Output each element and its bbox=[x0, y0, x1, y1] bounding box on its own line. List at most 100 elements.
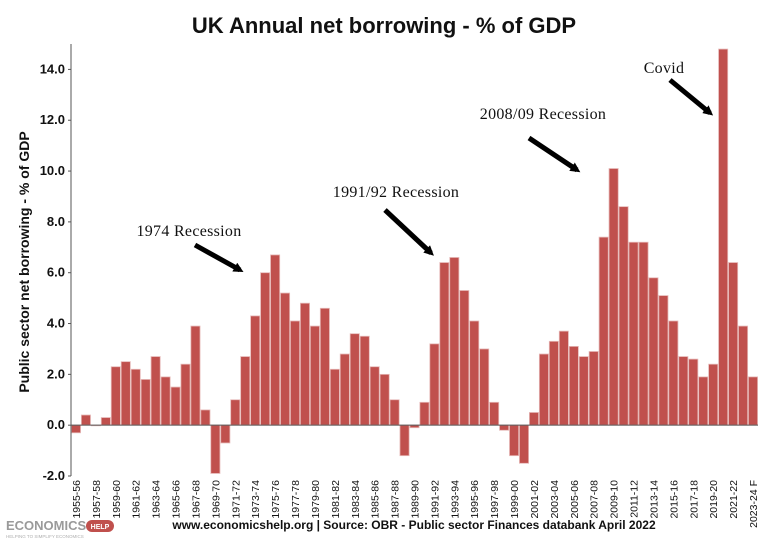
x-tick-label: 1973-74 bbox=[250, 480, 262, 519]
bar-1984-85 bbox=[359, 335, 370, 426]
bar-1961-62 bbox=[130, 368, 141, 426]
bar-1959-60 bbox=[110, 366, 121, 426]
bar-2012-13 bbox=[638, 241, 649, 426]
y-axis-label: Public sector net borrowing - % of GDP bbox=[16, 131, 32, 392]
x-tick-label: 2001-02 bbox=[529, 480, 541, 519]
x-tick-label: 1957-58 bbox=[91, 480, 103, 519]
y-tick-label: 12.0 bbox=[40, 112, 65, 127]
x-tick-label: 1995-96 bbox=[469, 480, 481, 519]
bar-2006-07 bbox=[578, 356, 589, 426]
x-tick-label: 2009-10 bbox=[609, 480, 621, 519]
x-tick-label: 2007-08 bbox=[589, 480, 601, 519]
x-tick-label: 2021-22 bbox=[728, 480, 740, 519]
bar-1962-63 bbox=[140, 379, 151, 426]
chart-title: UK Annual net borrowing - % of GDP bbox=[192, 13, 576, 38]
bar-2017-18 bbox=[688, 358, 699, 426]
bar-1965-66 bbox=[170, 386, 181, 426]
x-tick-label: 1961-62 bbox=[131, 480, 143, 519]
annotation-arrow bbox=[383, 208, 434, 256]
y-tick-label: 10.0 bbox=[40, 163, 65, 178]
x-tick-label: 1975-76 bbox=[270, 480, 282, 519]
bar-1972-73 bbox=[240, 356, 251, 426]
bar-1998-99 bbox=[499, 424, 510, 431]
x-tick-label: 1993-94 bbox=[449, 480, 461, 519]
x-tick-label: 1979-80 bbox=[310, 480, 322, 519]
x-tick-label: 2003-04 bbox=[549, 480, 561, 519]
bar-1956-57 bbox=[80, 414, 91, 426]
bar-1977-78 bbox=[290, 320, 301, 426]
bar-1973-74 bbox=[250, 315, 261, 426]
x-tick-label: 2005-06 bbox=[569, 480, 581, 519]
bar-1982-83 bbox=[339, 353, 350, 426]
bar-1999-00 bbox=[509, 424, 520, 457]
x-tick-label: 1983-84 bbox=[350, 480, 362, 519]
bar-1993-94 bbox=[449, 257, 460, 426]
bar-2000-01 bbox=[519, 424, 530, 464]
logo-tagline: HELPING TO SIMPLIFY ECONOMICS bbox=[6, 534, 84, 539]
annotation-label: 1991/92 Recession bbox=[333, 184, 459, 201]
x-tick-label: 1971-72 bbox=[230, 480, 242, 519]
x-tick-label: 1989-90 bbox=[410, 480, 422, 519]
bar-1990-91 bbox=[419, 401, 430, 426]
y-tick-label: 6.0 bbox=[47, 265, 65, 280]
bar-1958-59 bbox=[100, 417, 111, 426]
bar-2018-19 bbox=[698, 376, 709, 426]
bar-2015-16 bbox=[668, 320, 679, 426]
economics-help-logo[interactable]: ECONOMICS HELP HELPING TO SIMPLIFY ECONO… bbox=[6, 518, 114, 539]
y-tick-label: 0.0 bbox=[47, 417, 65, 432]
bar-1986-87 bbox=[379, 373, 390, 426]
x-tick-label: 2011-12 bbox=[629, 480, 641, 518]
x-tick-label: 1991-92 bbox=[429, 480, 441, 519]
bar-1967-68 bbox=[190, 325, 201, 426]
x-tick-label: 2013-14 bbox=[648, 480, 660, 519]
x-tick-label: 1987-88 bbox=[390, 480, 402, 519]
x-tick-label: 1967-68 bbox=[190, 480, 202, 519]
x-tick-label: 1969-70 bbox=[210, 480, 222, 519]
bar-2020-21 bbox=[718, 48, 729, 426]
annotation-label: Covid bbox=[644, 60, 685, 77]
annotation-label: 2008/09 Recession bbox=[480, 106, 606, 123]
y-axis-ticks: -2.0 0.0 2.0 4.0 6.0 8.0 10.0 12.0 14.0 bbox=[40, 61, 65, 483]
bar-2008-09 bbox=[598, 236, 609, 426]
bar-2002-03 bbox=[538, 353, 549, 426]
bar-2011-12 bbox=[628, 241, 639, 426]
bar-2005-06 bbox=[568, 345, 579, 426]
bar-1955-56 bbox=[71, 424, 81, 434]
logo-badge-text: HELP bbox=[91, 524, 110, 531]
bar-2003-04 bbox=[548, 340, 559, 426]
bar-2019-20 bbox=[708, 363, 719, 426]
bar-1981-82 bbox=[329, 368, 340, 426]
bar-1991-92 bbox=[429, 343, 440, 426]
bar-2023-24 F bbox=[748, 376, 759, 426]
bar-2013-14 bbox=[648, 277, 659, 426]
x-axis-ticks: 1955-56 1957-58 1959-60 1961-62 1963-64 1965-… bbox=[71, 480, 760, 528]
bar-1974-75 bbox=[260, 272, 271, 426]
bar-1994-95 bbox=[459, 290, 470, 426]
bar-1978-79 bbox=[299, 302, 310, 426]
y-tick-label: -2.0 bbox=[43, 468, 65, 483]
x-tick-label: 1985-86 bbox=[370, 480, 382, 519]
x-tick-label: 2015-16 bbox=[668, 480, 680, 519]
annotation-arrow bbox=[527, 135, 581, 173]
bar-2022-23 bbox=[738, 325, 749, 426]
bar-2014-15 bbox=[658, 295, 669, 426]
axes bbox=[68, 44, 758, 477]
bar-1979-80 bbox=[309, 325, 320, 426]
y-tick-label: 2.0 bbox=[47, 366, 65, 381]
source-footer: www.economicshelp.org | Source: OBR - Pu… bbox=[171, 518, 656, 532]
bar-1976-77 bbox=[280, 292, 291, 426]
bar-1987-88 bbox=[389, 399, 400, 426]
bar-1985-86 bbox=[369, 366, 380, 426]
x-tick-label: 1965-66 bbox=[171, 480, 183, 519]
x-tick-label: 2017-18 bbox=[688, 480, 700, 519]
bar-1966-67 bbox=[180, 363, 191, 426]
bar-1983-84 bbox=[349, 333, 360, 426]
logo-wordmark: ECONOMICS bbox=[6, 518, 87, 533]
bar-1996-97 bbox=[479, 348, 490, 426]
x-tick-label: 2019-20 bbox=[708, 480, 720, 519]
bar-2004-05 bbox=[558, 330, 569, 426]
bar-1963-64 bbox=[150, 356, 161, 426]
bar-1960-61 bbox=[120, 361, 131, 426]
bar-1975-76 bbox=[270, 254, 281, 426]
x-tick-label: 1999-00 bbox=[509, 480, 521, 519]
